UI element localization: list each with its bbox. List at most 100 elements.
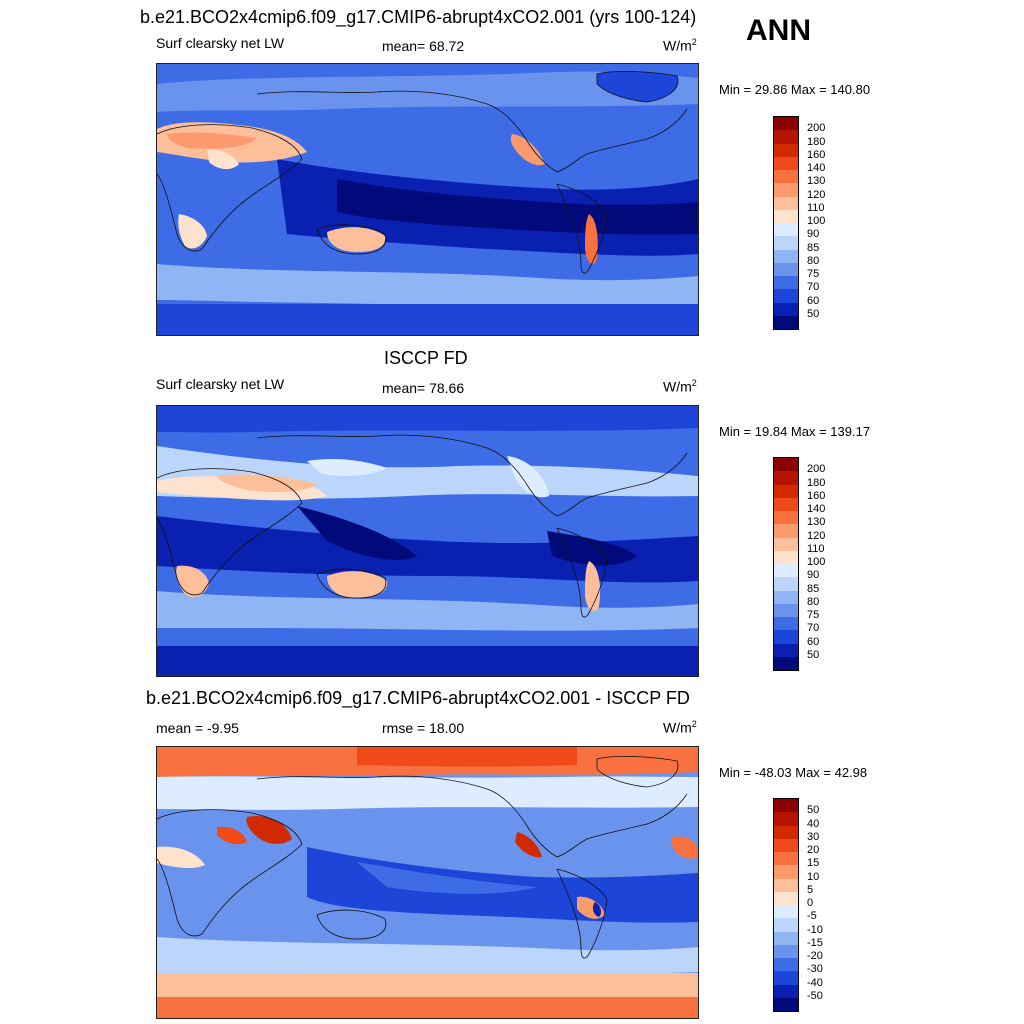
colorbar-swatch xyxy=(774,209,798,223)
colorbar-swatch xyxy=(774,590,798,604)
colorbar-tick-label: 0 xyxy=(807,897,814,909)
panel-model-units: W/m2 xyxy=(663,37,697,54)
colorbar-tick-label: 60 xyxy=(807,294,820,307)
colorbar-swatch xyxy=(774,812,798,826)
panel-obs-minmax: Min = 19.84 Max = 139.17 xyxy=(719,424,871,439)
colorbar-swatch xyxy=(774,497,798,511)
colorbar-swatch xyxy=(774,643,798,657)
panel-model-variable-label: Surf clearsky net LW xyxy=(156,35,285,51)
colorbar-swatch xyxy=(774,931,798,945)
panel-diff-units: W/m2 xyxy=(663,719,697,736)
colorbar-swatch xyxy=(774,196,798,210)
colorbar-tick-label: -10 xyxy=(807,923,823,936)
colorbar-tick-label: 10 xyxy=(807,870,820,883)
colorbar-swatch xyxy=(774,236,798,250)
colorbar-swatch xyxy=(774,944,798,958)
colorbar-swatch xyxy=(774,984,798,998)
colorbar-swatch xyxy=(774,276,798,290)
colorbar-swatch xyxy=(774,997,798,1011)
colorbar-swatch xyxy=(774,878,798,892)
colorbar-swatch xyxy=(774,564,798,578)
colorbar-swatch xyxy=(774,550,798,564)
colorbar-tick-label: -50 xyxy=(807,989,823,1002)
colorbar-tick-label: 140 xyxy=(807,503,826,515)
colorbar-tick-label: 70 xyxy=(807,281,820,294)
colorbar-swatch xyxy=(774,183,798,197)
panel-model-minmax: Min = 29.86 Max = 140.80 xyxy=(719,82,871,97)
colorbar-swatch xyxy=(774,825,798,839)
colorbar-swatch xyxy=(774,537,798,551)
colorbar-swatch xyxy=(774,143,798,157)
colorbar-tick-label: 50 xyxy=(807,804,820,817)
colorbar-tick-label: 180 xyxy=(807,476,826,489)
colorbar-swatch xyxy=(774,617,798,631)
colorbar-tick-label: -5 xyxy=(807,910,817,923)
colorbar-tick-label: 70 xyxy=(807,622,820,635)
colorbar-swatch xyxy=(774,603,798,617)
colorbar-tick-label: 140 xyxy=(807,162,826,174)
colorbar-swatch xyxy=(774,630,798,644)
panel-obs-map xyxy=(156,405,699,677)
colorbar-swatch xyxy=(774,958,798,972)
panel-obs-colorbar xyxy=(773,457,799,671)
panel-diff-mean-label: mean = -9.95 xyxy=(156,720,239,736)
panel-model-map xyxy=(156,63,699,336)
panel-obs-map-field xyxy=(157,406,698,676)
colorbar-tick-label: 50 xyxy=(807,307,820,320)
colorbar-tick-label: 75 xyxy=(807,268,820,280)
colorbar-tick-label: 85 xyxy=(807,582,820,595)
colorbar-swatch xyxy=(774,315,798,329)
colorbar-swatch xyxy=(774,170,798,184)
colorbar-swatch xyxy=(774,852,798,866)
colorbar-swatch xyxy=(774,838,798,852)
colorbar-swatch xyxy=(774,289,798,303)
colorbar-tick-label: 100 xyxy=(807,556,826,568)
colorbar-swatch xyxy=(774,249,798,263)
colorbar-swatch xyxy=(774,511,798,525)
colorbar-tick-label: -40 xyxy=(807,976,823,989)
panel-model-map-field xyxy=(157,64,698,335)
panel-model-title: b.e21.BCO2x4cmip6.f09_g17.CMIP6-abrupt4x… xyxy=(140,7,697,27)
colorbar-tick-label: 5 xyxy=(807,883,814,896)
colorbar-tick-label: 85 xyxy=(807,241,820,254)
colorbar-swatch xyxy=(774,799,798,813)
colorbar-swatch xyxy=(774,905,798,919)
colorbar-tick-label: 200 xyxy=(807,463,826,476)
colorbar-swatch xyxy=(774,117,798,131)
panel-diff-map-field xyxy=(157,747,698,1018)
colorbar-tick-label: 90 xyxy=(807,228,820,241)
panel-diff-title: b.e21.BCO2x4cmip6.f09_g17.CMIP6-abrupt4x… xyxy=(146,688,690,708)
colorbar-swatch xyxy=(774,577,798,591)
colorbar-swatch xyxy=(774,484,798,498)
colorbar-tick-label: 160 xyxy=(807,489,826,502)
colorbar-swatch xyxy=(774,971,798,985)
colorbar-tick-label: 130 xyxy=(807,175,826,188)
colorbar-tick-label: 80 xyxy=(807,595,820,608)
colorbar-swatch xyxy=(774,656,798,670)
colorbar-swatch xyxy=(774,156,798,170)
colorbar-tick-label: 100 xyxy=(807,215,826,227)
colorbar-tick-label: 120 xyxy=(807,188,826,201)
panel-model-mean-label: mean= 68.72 xyxy=(382,38,465,54)
panel-obs-title: ISCCP FD xyxy=(384,348,468,368)
colorbar-tick-label: 160 xyxy=(807,148,826,161)
colorbar-tick-label: 90 xyxy=(807,569,820,582)
colorbar-tick-label: 20 xyxy=(807,844,820,856)
colorbar-tick-label: -30 xyxy=(807,963,823,976)
colorbar-tick-label: 50 xyxy=(807,648,820,661)
colorbar-swatch xyxy=(774,471,798,485)
colorbar-swatch xyxy=(774,262,798,276)
colorbar-swatch xyxy=(774,302,798,316)
colorbar-tick-label: 30 xyxy=(807,830,820,843)
colorbar-tick-label: 130 xyxy=(807,516,826,529)
colorbar-swatch xyxy=(774,918,798,932)
colorbar-tick-label: 180 xyxy=(807,135,826,148)
season-label: ANN xyxy=(746,14,811,47)
panel-obs-mean-label: mean= 78.66 xyxy=(382,380,465,396)
colorbar-swatch xyxy=(774,130,798,144)
colorbar-tick-label: -20 xyxy=(807,950,823,962)
colorbar-swatch xyxy=(774,865,798,879)
panel-diff-minmax: Min = -48.03 Max = 42.98 xyxy=(719,765,868,780)
colorbar-swatch xyxy=(774,458,798,472)
colorbar-tick-label: 120 xyxy=(807,529,826,542)
